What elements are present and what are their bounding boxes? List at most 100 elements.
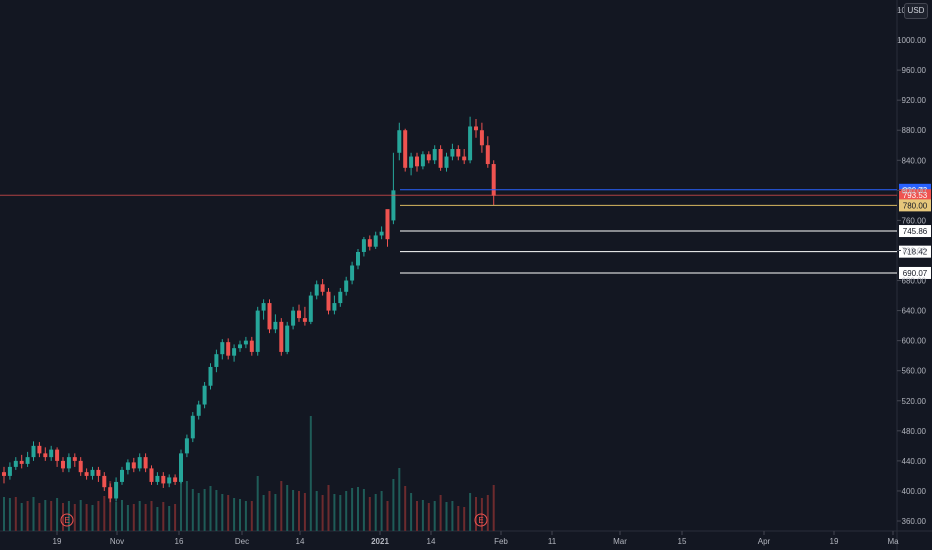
volume-bar	[380, 491, 383, 531]
price-tick-label: 1000.00	[897, 36, 926, 45]
candle-body	[249, 340, 254, 352]
volume-bar	[144, 504, 147, 531]
volume-bar	[244, 501, 247, 531]
volume-bar	[427, 503, 430, 531]
candle-body	[90, 469, 95, 476]
volume-bar	[410, 493, 413, 531]
time-tick-label: 14	[296, 537, 305, 546]
candle-body	[267, 303, 272, 330]
volume-bar	[156, 507, 159, 531]
candle-body	[344, 280, 349, 292]
candle-body	[255, 310, 260, 352]
volume-bar	[121, 500, 123, 531]
volume-bar	[250, 501, 253, 531]
candle-body	[438, 149, 443, 168]
candle-body	[184, 438, 189, 454]
candle-body	[232, 348, 237, 356]
candle-body	[367, 239, 372, 247]
candle-body	[279, 321, 284, 352]
volume-bar	[20, 503, 23, 531]
volume-bar	[368, 497, 371, 531]
candle-body	[373, 235, 378, 247]
candle-body	[356, 251, 360, 266]
time-tick-label: 19	[53, 537, 62, 546]
candle-body	[214, 354, 219, 367]
time-tick-label: 19	[830, 537, 839, 546]
candle-body	[485, 145, 490, 165]
price-axis[interactable]: 360.00 400.00 440.00 480.00 520.00 560.00 600.…	[897, 6, 927, 526]
candle-body	[479, 130, 484, 146]
candle-body	[409, 156, 414, 168]
candle-body	[72, 457, 77, 461]
candle-body	[114, 481, 119, 499]
volume-bar	[327, 485, 330, 531]
candle-body	[285, 325, 290, 352]
time-tick-label: 15	[678, 537, 687, 546]
price-tick-label: 840.00	[902, 156, 927, 165]
volume-bar	[309, 416, 312, 531]
price-tick-label: 720.00	[902, 246, 927, 255]
price-line-label: 793.53	[903, 191, 928, 200]
volume-bar	[221, 494, 224, 531]
volume-bar	[209, 486, 212, 531]
currency-button[interactable]: USD	[904, 3, 928, 19]
time-tick-label: Feb	[494, 537, 508, 546]
volume-bar	[150, 501, 153, 531]
volume-bar	[416, 501, 418, 531]
candle-body	[96, 469, 101, 476]
candle-body	[361, 239, 366, 252]
earnings-marker-label: E	[478, 516, 483, 525]
candle-body	[167, 477, 172, 484]
price-tick-label: 920.00	[902, 96, 927, 105]
candle-body	[308, 295, 313, 322]
volume-bar	[463, 507, 466, 531]
volume-bar	[132, 504, 135, 531]
candle-body	[66, 457, 71, 469]
candle-body	[55, 449, 60, 461]
volume-bar	[191, 489, 194, 531]
price-tick-label: 960.00	[902, 66, 927, 75]
candle-body	[338, 291, 343, 304]
candle-body	[302, 318, 307, 322]
price-line-label-bg	[899, 225, 931, 238]
candle-body	[49, 449, 54, 458]
earnings-marker-icon[interactable]	[60, 513, 74, 527]
volume-bar	[256, 476, 259, 531]
candle-body	[143, 457, 148, 469]
price-tick-label: 880.00	[902, 126, 927, 135]
candle-body	[420, 154, 425, 167]
price-tick-label: 640.00	[902, 307, 927, 316]
candle-body	[291, 310, 296, 326]
candle-body	[196, 404, 201, 416]
price-tick-label: 520.00	[902, 397, 927, 406]
volume-bar	[374, 494, 377, 531]
candle-body	[102, 475, 107, 488]
candle-body	[468, 126, 473, 161]
volume-bar	[56, 498, 59, 531]
volume-bar	[174, 504, 177, 531]
candle-body	[385, 209, 390, 240]
candle-body	[314, 284, 319, 296]
candle-body	[320, 284, 325, 292]
volume-bar	[91, 505, 94, 531]
candle-body	[173, 477, 178, 482]
volume-bar	[345, 491, 348, 531]
volume-bar	[44, 500, 47, 531]
candle-body	[456, 149, 461, 157]
time-axis[interactable]: 19 Nov 16 Dec 14 2021 14 Feb 11 Mar 15 Apr 19 Ma	[53, 531, 900, 546]
volume-bar	[398, 468, 401, 531]
candle-body	[61, 460, 65, 469]
volume-bar	[303, 493, 306, 531]
candle-body	[37, 445, 42, 454]
volume-bar	[421, 500, 424, 531]
earnings-marker-icon[interactable]	[474, 513, 488, 527]
candle-body	[149, 468, 154, 482]
candle-body	[243, 340, 248, 345]
price-tick-label: 480.00	[902, 427, 927, 436]
candle-body	[13, 460, 18, 467]
volume-bar	[392, 479, 395, 531]
volume-bar	[339, 495, 342, 531]
